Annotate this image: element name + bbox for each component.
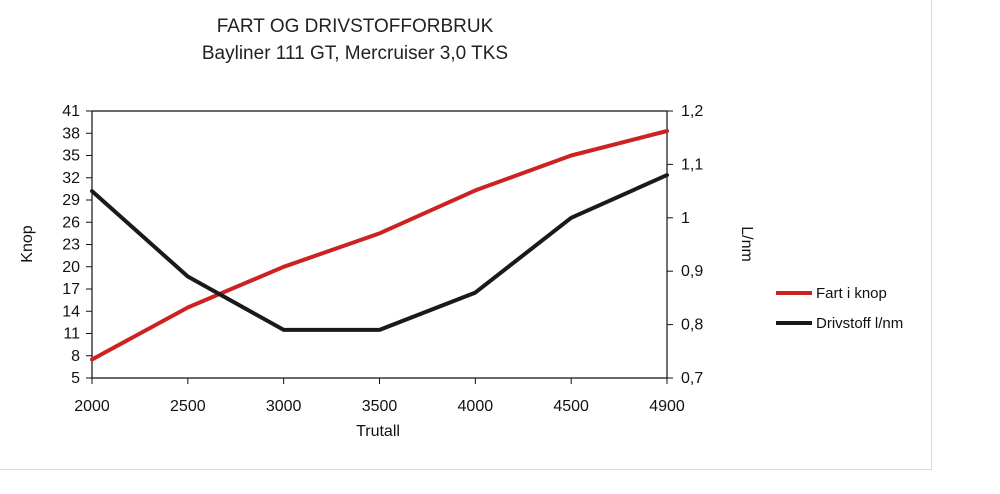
left-tick-label: 17 xyxy=(62,281,80,298)
chart-subtitle: Bayliner 111 GT, Mercruiser 3,0 TKS xyxy=(202,43,508,64)
legend-label: Drivstoff l/nm xyxy=(816,315,903,332)
y2-axis-label: L/nm xyxy=(738,226,755,262)
left-tick-label: 41 xyxy=(62,103,80,120)
x-axis-label: Trutall xyxy=(356,423,400,440)
left-tick-label: 14 xyxy=(62,303,80,320)
left-tick-label: 26 xyxy=(62,214,80,231)
series-line-2 xyxy=(90,173,669,332)
right-tick-label: 1,2 xyxy=(681,103,703,120)
x-axis-ticks: 2000 2500 3000 3500 4000 4500 4900 xyxy=(74,378,685,415)
x-tick-label: 4900 xyxy=(649,398,685,415)
left-axis-ticks: 41 38 35 32 29 26 23 20 17 14 11 8 5 xyxy=(62,103,92,387)
x-tick-label: 2500 xyxy=(170,398,206,415)
left-tick-label: 23 xyxy=(62,237,80,254)
legend: Fart i knop Drivstoff l/nm xyxy=(776,285,903,332)
x-tick-label: 4000 xyxy=(458,398,494,415)
chart-title: FART OG DRIVSTOFFORBRUK xyxy=(217,16,494,37)
right-tick-label: 1,1 xyxy=(681,156,703,173)
right-tick-label: 1 xyxy=(681,210,690,227)
x-tick-label: 2000 xyxy=(74,398,110,415)
chart-frame: FART OG DRIVSTOFFORBRUK Bayliner 111 GT,… xyxy=(0,0,932,470)
series-line-1 xyxy=(90,129,669,362)
left-tick-label: 29 xyxy=(62,192,80,209)
left-tick-label: 8 xyxy=(71,348,80,365)
x-tick-label: 3000 xyxy=(266,398,302,415)
left-tick-label: 20 xyxy=(62,259,80,276)
left-tick-label: 11 xyxy=(63,326,80,343)
y-axis-label: Knop xyxy=(19,225,36,262)
left-tick-label: 38 xyxy=(62,125,80,142)
x-tick-label: 3500 xyxy=(362,398,398,415)
left-tick-label: 5 xyxy=(71,370,80,387)
right-axis-ticks: 1,2 1,1 1 0,9 0,8 0,7 xyxy=(667,103,703,387)
x-tick-label: 4500 xyxy=(553,398,589,415)
left-tick-label: 32 xyxy=(62,170,80,187)
left-tick-label: 35 xyxy=(62,148,80,165)
right-tick-label: 0,9 xyxy=(681,263,703,280)
right-tick-label: 0,8 xyxy=(681,317,703,334)
series-lines xyxy=(90,129,669,362)
legend-label: Fart i knop xyxy=(816,285,887,302)
right-tick-label: 0,7 xyxy=(681,370,703,387)
